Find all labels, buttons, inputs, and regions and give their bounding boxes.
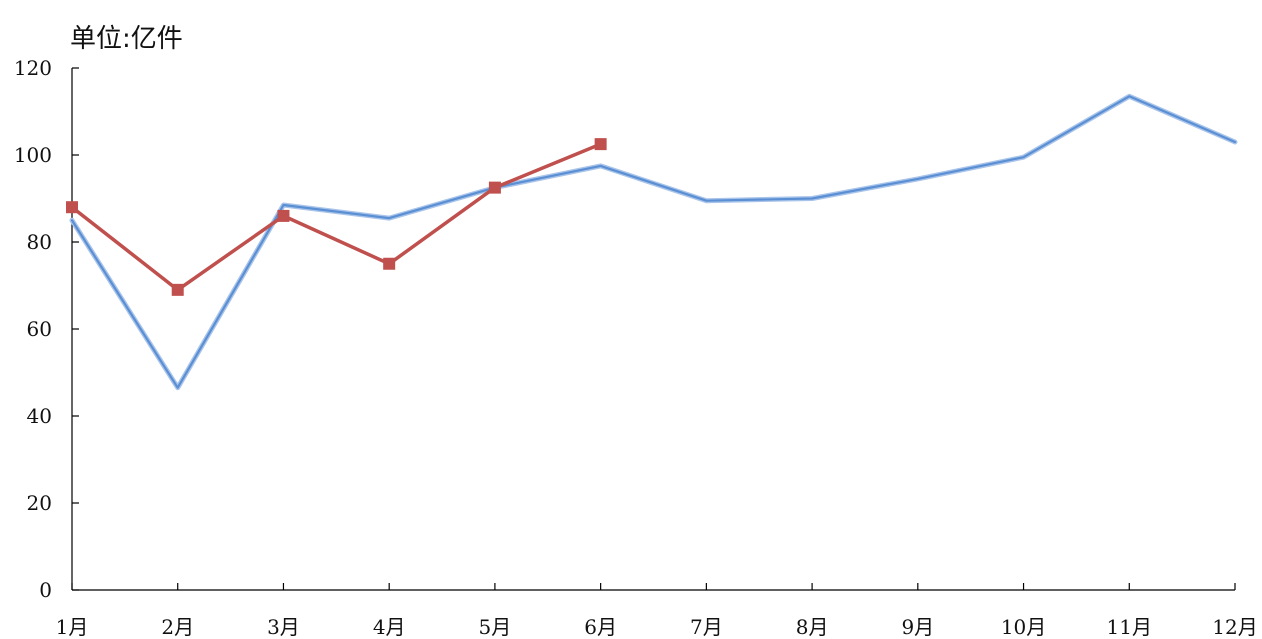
x-tick-label: 1月 [56,615,89,639]
series-marker [66,201,78,214]
series-marker [594,138,607,151]
y-tick-label: 0 [39,578,52,602]
x-tick-label: 9月 [901,615,934,639]
series-line [70,142,603,292]
x-tick-label: 6月 [584,615,617,639]
chart-axes: 0 20 40 60 80 100 120 1月 2月 3月 4月 5月 6月 7月 8月 9月 10月 11月 1… [14,56,1258,639]
y-tick-label: 20 [27,491,52,515]
series-layer [66,93,1238,391]
x-tick-label: 10月 [1001,615,1046,639]
x-tick-label: 2月 [161,615,194,639]
unit-label: 单位:亿件 [70,24,183,54]
x-tick-label: 8月 [796,615,829,639]
series-marker [277,209,290,222]
y-tick-label: 120 [14,56,52,80]
y-tick-label: 80 [27,230,52,254]
x-tick-label: 5月 [479,615,512,639]
series-marker [383,257,396,270]
series-line [70,95,1237,389]
y-tick-label: 40 [27,404,52,428]
x-tick-label: 11月 [1107,615,1152,639]
x-tick-label: 12月 [1212,615,1257,639]
x-tick-label: 4月 [373,615,406,639]
y-tick-label: 100 [14,143,52,167]
y-tick-label: 60 [27,317,52,341]
series-marker [488,181,501,194]
series-marker [171,283,184,296]
x-tick-label: 3月 [267,615,300,639]
x-tick-label: 7月 [690,615,723,639]
